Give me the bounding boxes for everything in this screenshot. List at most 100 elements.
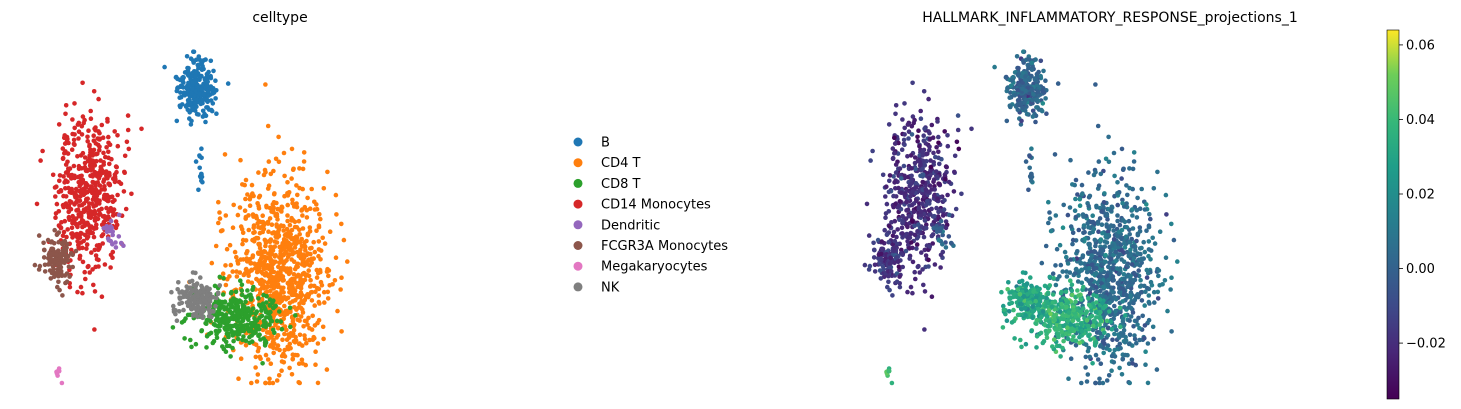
- cell-point-2167: [42, 247, 47, 253]
- projection-point-2093: [896, 264, 902, 270]
- projection-point-269: [1029, 146, 1034, 151]
- projection-point-2143: [885, 284, 890, 290]
- projection-point-2262: [1030, 304, 1035, 309]
- cell-point-2013: [105, 119, 110, 124]
- cell-point-1144: [297, 239, 302, 245]
- projection-point-1957: [922, 126, 927, 132]
- projection-point-1958: [897, 217, 902, 222]
- cell-point-1854: [75, 154, 80, 159]
- projection-point-247: [1036, 69, 1041, 75]
- cell-point-1690: [121, 189, 127, 194]
- projection-point-503: [1162, 278, 1168, 283]
- projection-point-1605: [918, 108, 923, 114]
- cell-point-1866: [99, 294, 105, 300]
- projection-point-2015: [926, 257, 931, 263]
- projection-point-1061: [1144, 267, 1150, 273]
- cell-point-2183: [58, 255, 63, 261]
- projection-point-2277: [1017, 279, 1023, 285]
- cell-point-797: [330, 282, 335, 287]
- projection-point-469: [1075, 192, 1080, 197]
- projection-point-510: [1087, 354, 1093, 360]
- projection-point-2161: [862, 262, 868, 268]
- projection-point-1914: [910, 259, 916, 265]
- cell-point-2031: [62, 135, 67, 141]
- projection-point-1254: [1063, 289, 1069, 295]
- cell-point-1315: [217, 274, 223, 280]
- projection-point-943: [1099, 209, 1104, 214]
- cell-point-455: [276, 134, 281, 140]
- cell-point-345: [314, 275, 320, 280]
- projection-point-914: [1048, 228, 1054, 234]
- cell-point-1203: [279, 326, 285, 332]
- cell-point-2148: [70, 264, 75, 270]
- cell-point-1893: [86, 128, 91, 133]
- projection-point-763: [1055, 276, 1060, 282]
- projection-point-303: [1120, 197, 1125, 203]
- cell-point-1152: [249, 192, 255, 197]
- projection-point-2272: [1018, 306, 1024, 312]
- cell-point-1272: [204, 345, 209, 350]
- projection-point-1520: [922, 327, 927, 332]
- cell-point-1485: [221, 313, 227, 319]
- cell-point-1158: [296, 218, 302, 224]
- cell-point-777: [223, 282, 229, 288]
- projection-point-630: [1141, 239, 1146, 245]
- projection-point-1092: [1130, 361, 1135, 366]
- projection-point-1167: [1128, 252, 1133, 258]
- projection-point-2118: [882, 227, 887, 233]
- cell-point-2317: [174, 318, 180, 324]
- cell-point-209: [189, 118, 194, 124]
- projection-point-2010: [906, 213, 912, 219]
- cell-point-1140: [283, 245, 288, 250]
- projection-point-1083: [1104, 378, 1110, 383]
- cell-point-1127: [273, 259, 278, 265]
- projection-point-1342: [1046, 308, 1052, 313]
- projection-point-1017: [1099, 335, 1104, 340]
- cell-point-1173: [224, 246, 230, 252]
- projection-point-1500: [1015, 312, 1021, 318]
- projection-point-704: [1118, 331, 1124, 336]
- cell-point-195: [208, 73, 213, 79]
- projection-point-2108: [903, 248, 909, 254]
- projection-point-1983: [880, 172, 886, 178]
- cell-point-741: [314, 228, 319, 233]
- cell-point-1501: [211, 339, 217, 344]
- cell-point-1359: [267, 297, 273, 302]
- cell-point-350: [297, 185, 302, 191]
- projection-point-2345: [1007, 296, 1013, 302]
- projection-point-1980: [938, 252, 944, 258]
- cell-point-1766: [56, 209, 62, 214]
- cell-point-1160: [299, 262, 305, 267]
- cell-point-1168: [307, 229, 313, 234]
- cell-point-1388: [264, 293, 269, 299]
- projection-point-2004: [893, 162, 899, 167]
- cell-point-841: [307, 325, 312, 331]
- cell-point-1900: [75, 239, 80, 244]
- projection-point-256: [1039, 108, 1045, 114]
- cell-point-2208: [217, 283, 223, 288]
- cell-point-1763: [82, 155, 88, 160]
- projection-point-1171: [1046, 220, 1051, 226]
- cell-point-1505: [230, 312, 236, 318]
- projection-point-1825: [902, 142, 907, 148]
- cell-point-1497: [222, 317, 227, 323]
- cell-point-1094: [275, 333, 281, 338]
- cell-point-1161: [298, 247, 303, 253]
- projection-point-964: [1098, 237, 1104, 242]
- cell-point-1096: [304, 238, 309, 244]
- projection-point-1856: [921, 89, 927, 94]
- projection-point-966: [1078, 261, 1083, 266]
- projection-point-1974: [899, 147, 905, 152]
- cell-point-1759: [76, 136, 81, 141]
- projection-point-751: [1134, 207, 1140, 213]
- cell-point-238: [175, 85, 180, 91]
- projection-point-607: [1132, 336, 1138, 342]
- cell-point-897: [285, 266, 290, 271]
- projection-point-921: [1053, 213, 1059, 218]
- cell-point-889: [338, 287, 343, 292]
- cell-point-1818: [66, 185, 71, 191]
- cell-point-1976: [97, 130, 102, 136]
- cell-point-1284: [246, 317, 251, 323]
- cell-point-2277: [187, 279, 193, 285]
- projection-point-2011: [920, 153, 925, 158]
